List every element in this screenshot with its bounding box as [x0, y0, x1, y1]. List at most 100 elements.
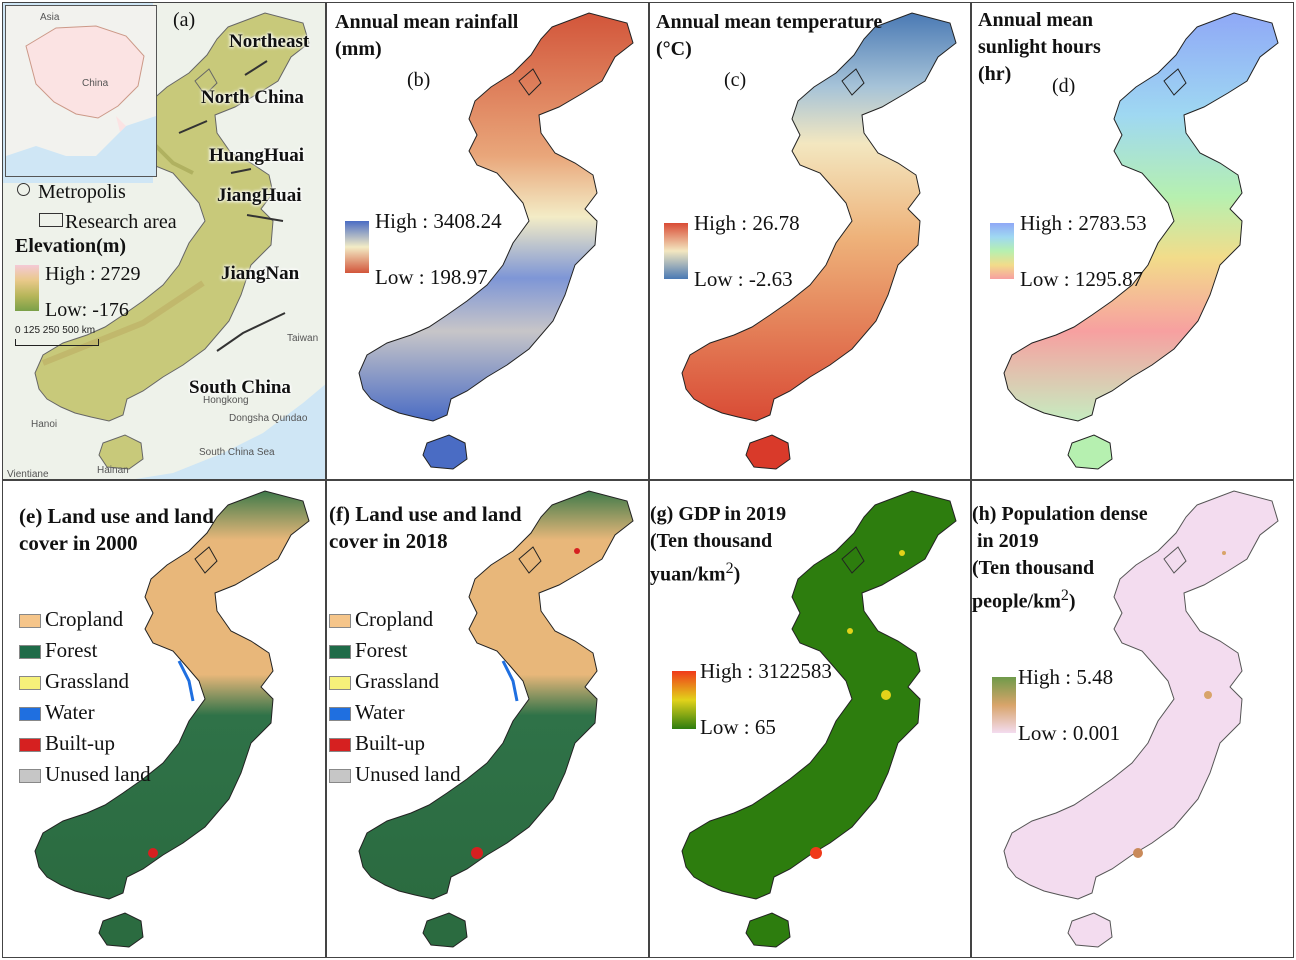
inset-asia-label: Asia — [40, 12, 60, 23]
panel-e-title-line2: cover in 2000 — [19, 531, 138, 555]
legend-builtup-label: Built-up — [355, 731, 426, 755]
panel-h-population: (h) Population dense in 2019 (Ten thousan… — [971, 480, 1294, 958]
forest-swatch — [329, 645, 351, 660]
panel-g-title-line3: yuan/km — [650, 563, 726, 586]
population-high-label: High : 5.48 — [1018, 665, 1114, 689]
basemap-label-taiwan: Taiwan — [287, 333, 319, 344]
sunlight-low-label: Low : 1295.87 — [1020, 267, 1144, 291]
region-label-jiangnan: JiangNan — [221, 263, 300, 284]
forest-swatch — [19, 645, 41, 660]
panel-g-title-line1: (g) GDP in 2019 — [650, 503, 787, 525]
gdp-low-label: Low : 65 — [700, 715, 776, 739]
grassland-swatch — [329, 676, 351, 691]
legend-grassland-label: Grassland — [45, 669, 129, 693]
basemap-label-vientiane: Vientiane — [7, 469, 49, 480]
panel-d-title-line1: Annual mean — [978, 9, 1094, 31]
legend-forest-label: Forest — [355, 638, 408, 662]
unused-swatch — [329, 769, 351, 784]
rainfall-high-label: High : 3408.24 — [375, 209, 502, 233]
population-gradient — [992, 677, 1016, 733]
legend-grassland: Grassland — [19, 669, 129, 695]
panel-e-title-line1: (e) Land use and land — [19, 504, 214, 528]
builtup-swatch — [19, 738, 41, 753]
water-swatch — [329, 707, 351, 722]
basemap-label-hongkong: Hongkong — [203, 395, 249, 406]
panel-h-title-close: ) — [1068, 590, 1076, 613]
panel-e-title: (e) Land use and land cover in 2000 — [19, 503, 214, 557]
basemap-label-hanoi: Hanoi — [31, 419, 58, 430]
panel-g-title-close: ) — [733, 563, 741, 586]
elevation-gradient — [15, 265, 39, 311]
panel-e-legend: Cropland Forest Grassland Water Built-up… — [19, 607, 199, 797]
metropolis-icon — [17, 183, 30, 196]
legend-forest-label: Forest — [45, 638, 98, 662]
research-area-icon — [39, 213, 63, 227]
scale-bar-label: 0 125 250 500 km — [15, 325, 96, 336]
region-label-north-china: North China — [201, 87, 304, 108]
panel-d-title-line3: (hr) — [978, 63, 1012, 85]
sunlight-gradient — [990, 223, 1014, 279]
gdp-map — [681, 490, 957, 948]
panel-h-title-line2: in 2019 — [977, 530, 1039, 552]
basemap-label-dongsha: Dongsha Qundao — [229, 413, 308, 424]
panel-d-title: Annual mean sunlight hours (hr) — [978, 7, 1101, 88]
panel-b-title: Annual mean rainfall (mm) — [335, 9, 518, 63]
landuse-2000-map — [34, 490, 310, 948]
panel-d-letter: (d) — [1052, 75, 1076, 97]
panel-e-landuse-2000: (e) Land use and land cover in 2000 Cropl… — [2, 480, 326, 958]
sunlight-high-label: High : 2783.53 — [1020, 211, 1147, 235]
panel-g-title: (g) GDP in 2019 (Ten thousand yuan/km2) — [650, 501, 786, 589]
legend-water: Water — [329, 700, 405, 726]
panel-g-title-sup: 2 — [725, 560, 734, 577]
legend-water: Water — [19, 700, 95, 726]
panel-c-temperature: Annual mean temperature (°C) (c) High : 2… — [649, 2, 971, 480]
region-label-south-china: South China — [189, 377, 291, 398]
gdp-high-label: High : 3122583 — [700, 659, 832, 683]
panel-h-title: (h) Population dense in 2019 (Ten thousan… — [972, 501, 1148, 616]
panel-d-title-line2: sunlight hours — [978, 36, 1101, 58]
grassland-swatch — [19, 676, 41, 691]
legend-grassland: Grassland — [329, 669, 439, 695]
legend-cropland: Cropland — [329, 607, 433, 633]
legend-builtup-label: Built-up — [45, 731, 116, 755]
landuse-2018-map — [358, 490, 634, 948]
panel-c-title-line2: (°C) — [656, 38, 692, 60]
panel-f-landuse-2018: (f) Land use and land cover in 2018 Cropl… — [326, 480, 649, 958]
cropland-swatch — [19, 614, 41, 629]
basemap-label-hainan: Hainan — [97, 465, 129, 476]
elevation-legend-title: Elevation(m) — [15, 235, 127, 257]
unused-swatch — [19, 769, 41, 784]
study-area-basemap — [3, 3, 325, 479]
inset-china-label: China — [82, 78, 109, 89]
region-label-northeast: Northeast — [229, 31, 310, 52]
panel-c-letter: (c) — [724, 69, 747, 91]
panel-h-title-line1: (h) Population dense — [972, 503, 1148, 525]
legend-unused-label: Unused land — [45, 762, 151, 786]
legend-research-area-label: Research area — [65, 211, 177, 233]
legend-water-label: Water — [45, 700, 95, 724]
population-map — [1003, 490, 1279, 948]
population-low-label: Low : 0.001 — [1018, 721, 1121, 745]
legend-forest: Forest — [329, 638, 408, 664]
scale-bar — [15, 339, 99, 346]
legend-cropland: Cropland — [19, 607, 123, 633]
panel-c-title: Annual mean temperature (°C) — [656, 9, 882, 63]
legend-cropland-label: Cropland — [45, 607, 124, 631]
temperature-low-label: Low : -2.63 — [694, 267, 793, 291]
rainfall-gradient — [345, 221, 369, 273]
legend-builtup: Built-up — [19, 731, 115, 757]
legend-unused: Unused land — [329, 762, 461, 788]
region-label-jianghuai: JiangHuai — [217, 185, 302, 206]
panel-h-title-line4: people/km — [972, 590, 1061, 613]
panel-f-title: (f) Land use and land cover in 2018 — [329, 501, 522, 555]
panel-f-legend: Cropland Forest Grassland Water Built-up… — [329, 607, 509, 797]
legend-unused: Unused land — [19, 762, 151, 788]
temperature-high-label: High : 26.78 — [694, 211, 800, 235]
rainfall-low-label: Low : 198.97 — [375, 265, 488, 289]
legend-metropolis-label: Metropolis — [38, 181, 126, 203]
basemap-label-south-china-sea: South China Sea — [199, 447, 275, 458]
panel-b-title-line1: Annual mean rainfall — [335, 11, 519, 33]
panel-c-title-line1: Annual mean temperature — [656, 11, 883, 33]
panel-f-title-line2: cover in 2018 — [329, 529, 448, 553]
panel-b-rainfall: Annual mean rainfall (mm) (b) High : 3408… — [326, 2, 649, 480]
